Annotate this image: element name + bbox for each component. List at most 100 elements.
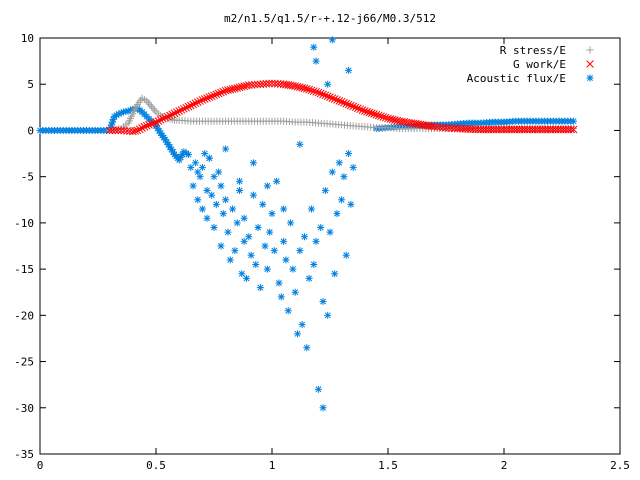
- data-point: [349, 163, 357, 171]
- y-tick-label: 5: [27, 78, 34, 91]
- data-point: [323, 92, 332, 101]
- data-point: [374, 111, 383, 120]
- y-tick-label: -15: [14, 263, 34, 276]
- data-point: [296, 140, 304, 148]
- data-point: [300, 233, 308, 241]
- data-point: [156, 116, 165, 124]
- data-point: [286, 81, 295, 90]
- y-tick-label: -30: [14, 402, 34, 415]
- data-point: [263, 182, 271, 190]
- data-point: [105, 126, 114, 135]
- data-point: [201, 150, 209, 158]
- data-point: [284, 307, 292, 315]
- data-point: [145, 121, 153, 129]
- data-point: [231, 247, 239, 255]
- data-point: [138, 124, 146, 132]
- data-point: [316, 89, 325, 98]
- data-point: [391, 116, 399, 124]
- data-point: [277, 293, 285, 301]
- data-point: [133, 126, 142, 135]
- data-point: [423, 121, 432, 130]
- data-point: [240, 82, 249, 91]
- data-point: [377, 112, 385, 121]
- data-point: [344, 100, 353, 109]
- data-point: [168, 110, 177, 119]
- data-point: [388, 115, 397, 124]
- y-tick-label: -20: [14, 309, 34, 322]
- data-point: [307, 205, 315, 213]
- data-point: [284, 81, 293, 89]
- data-point: [210, 224, 218, 232]
- data-point: [324, 80, 332, 88]
- data-point: [328, 168, 336, 176]
- x-tick-label: 2.5: [610, 459, 630, 472]
- data-point: [193, 98, 202, 107]
- legend-marker: [586, 46, 594, 54]
- legend-label: R stress/E: [500, 44, 566, 57]
- data-point: [296, 247, 304, 255]
- data-point: [356, 105, 365, 114]
- data-point: [177, 106, 186, 114]
- data-point: [154, 124, 162, 132]
- data-point: [342, 99, 351, 108]
- data-point: [305, 274, 313, 282]
- data-point: [340, 173, 348, 181]
- data-point: [215, 168, 223, 176]
- data-point: [154, 117, 163, 125]
- data-point: [324, 311, 332, 319]
- data-point: [340, 98, 348, 107]
- data-point: [319, 90, 327, 99]
- data-point: [238, 270, 246, 278]
- data-point: [416, 120, 425, 129]
- data-point: [245, 233, 253, 241]
- data-point: [217, 88, 225, 97]
- legend-marker: [586, 60, 594, 68]
- data-point: [421, 121, 429, 130]
- data-point: [349, 102, 358, 111]
- data-point: [425, 122, 434, 130]
- data-point: [402, 118, 411, 127]
- data-point: [198, 205, 206, 213]
- chart-title: m2/n1.5/q1.5/r-+.12-j66/M0.3/512: [224, 12, 436, 25]
- data-point: [365, 108, 374, 117]
- data-point: [330, 95, 339, 103]
- data-point: [360, 107, 369, 115]
- data-point: [212, 200, 220, 208]
- data-point: [240, 214, 248, 222]
- data-point: [282, 80, 290, 89]
- data-point: [186, 101, 195, 110]
- data-point: [333, 96, 341, 104]
- data-point: [279, 80, 288, 89]
- data-point: [194, 196, 202, 204]
- legend-label: G work/E: [513, 58, 566, 71]
- data-point: [108, 126, 117, 135]
- data-point: [152, 118, 160, 126]
- data-point: [191, 159, 199, 167]
- data-point: [111, 126, 120, 135]
- data-point: [242, 274, 250, 282]
- axis-ticks: 0 0.5 1 1.5 2 2.5 10 5 0 -5 -10 -15 -20 -25 -30 -35: [14, 32, 630, 472]
- data-point: [182, 103, 191, 112]
- data-point: [203, 187, 211, 195]
- data-point: [147, 120, 156, 128]
- data-point: [224, 86, 232, 94]
- data-point: [370, 110, 378, 118]
- legend-marker: [586, 74, 594, 82]
- data-point: [367, 109, 376, 118]
- data-point: [347, 101, 355, 110]
- data-point: [233, 219, 241, 227]
- data-point: [302, 84, 311, 93]
- y-tick-label: 10: [21, 32, 34, 45]
- data-point: [149, 104, 157, 112]
- data-point: [305, 85, 313, 94]
- data-point: [217, 242, 225, 250]
- y-tick-label: 0: [27, 124, 34, 137]
- data-point: [150, 106, 158, 114]
- data-point: [289, 81, 297, 90]
- data-point: [312, 87, 320, 96]
- data-point: [314, 385, 322, 393]
- data-point: [229, 205, 237, 213]
- y-tick-label: -10: [14, 217, 34, 230]
- data-point: [144, 99, 152, 107]
